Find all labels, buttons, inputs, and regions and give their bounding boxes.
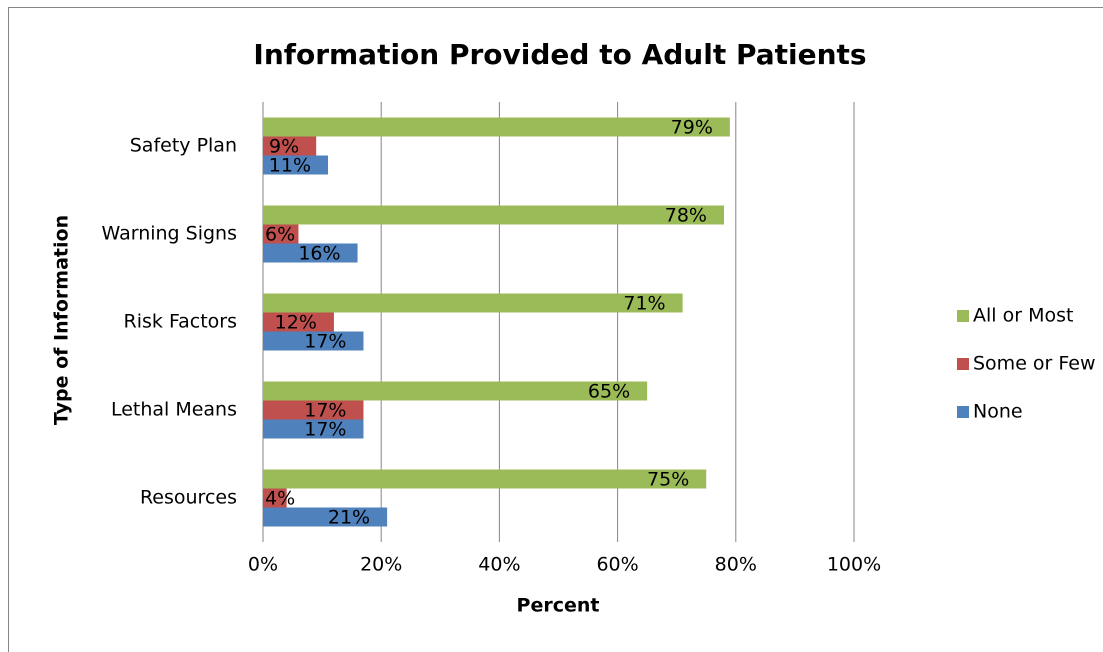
bar	[263, 419, 364, 439]
y-tick-label: Resources	[140, 487, 237, 509]
bar	[263, 155, 329, 175]
y-axis-title: Type of Information	[51, 215, 73, 425]
legend-label: None	[973, 401, 1023, 423]
y-tick-label: Lethal Means	[111, 399, 237, 421]
value-label: 6%	[265, 224, 295, 246]
bar	[263, 117, 730, 137]
value-label: 17%	[304, 400, 346, 422]
value-label: 21%	[328, 507, 370, 529]
bar	[263, 488, 287, 508]
legend-swatch	[957, 310, 969, 322]
value-label: 71%	[623, 293, 665, 315]
value-label: 17%	[304, 419, 346, 441]
y-tick-label: Safety Plan	[130, 135, 237, 157]
value-label: 4%	[265, 488, 295, 510]
x-tick-label: 0%	[248, 554, 278, 576]
y-tick-label: Risk Factors	[124, 311, 237, 333]
x-tick-label: 60%	[596, 554, 638, 576]
bar	[263, 205, 724, 225]
value-label: 16%	[298, 243, 340, 265]
y-tick-label: Warning Signs	[102, 223, 238, 245]
x-tick-label: 40%	[478, 554, 520, 576]
bar	[263, 469, 707, 489]
value-label: 9%	[269, 136, 299, 158]
x-axis-title: Percent	[517, 595, 600, 617]
bar	[263, 331, 364, 351]
bar	[263, 243, 358, 263]
bar	[263, 293, 683, 313]
value-label: 75%	[647, 469, 689, 491]
value-label: 12%	[275, 312, 317, 334]
bar	[263, 136, 317, 156]
value-label: 11%	[269, 155, 311, 177]
x-tick-label: 20%	[360, 554, 402, 576]
x-tick-label: 80%	[715, 554, 757, 576]
chart-border	[8, 7, 1103, 652]
bar	[263, 507, 388, 527]
bar	[263, 381, 648, 401]
bar	[263, 312, 334, 332]
legend-label: Some or Few	[973, 353, 1096, 375]
legend-swatch	[957, 358, 969, 370]
x-tick-label: 100%	[827, 554, 881, 576]
legend-swatch	[957, 406, 969, 418]
value-label: 78%	[665, 205, 707, 227]
value-label: 79%	[671, 117, 713, 139]
bar	[263, 400, 364, 420]
value-label: 65%	[588, 381, 630, 403]
bar	[263, 224, 299, 244]
chart-title: Information Provided to Adult Patients	[253, 38, 866, 71]
value-label: 17%	[304, 331, 346, 353]
legend-label: All or Most	[973, 305, 1073, 327]
